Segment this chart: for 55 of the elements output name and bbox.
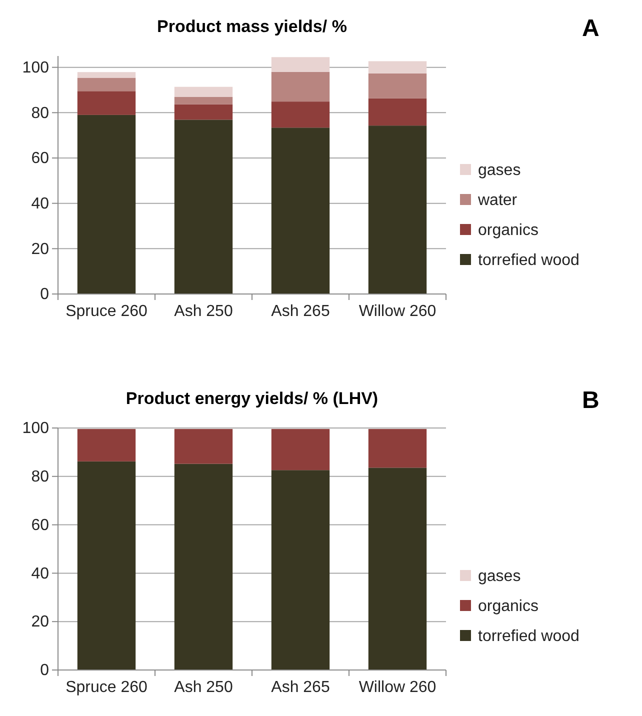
- y-tick-label: 0: [40, 662, 50, 680]
- y-tick-label: 60: [31, 516, 50, 534]
- x-tick-label: Spruce 260: [66, 303, 148, 320]
- text: B: [582, 387, 600, 414]
- bar: [77, 91, 136, 115]
- x-tick-label: Ash 250: [174, 679, 233, 696]
- y-tick-label: 100: [22, 59, 50, 76]
- x-tick-label: Spruce 260: [66, 679, 148, 696]
- legend-label: organics: [478, 222, 538, 239]
- bar: [368, 126, 427, 294]
- bar: [271, 57, 330, 72]
- legend-label: organics: [478, 598, 538, 615]
- bar: [174, 120, 233, 294]
- x-tick-label: Ash 265: [271, 303, 330, 320]
- y-tick-label: 40: [31, 565, 50, 582]
- x-tick-label: Ash 250: [174, 303, 233, 320]
- legend-label: gases: [478, 162, 521, 179]
- bar: [368, 98, 427, 126]
- chart-title: Product mass yields/ %: [157, 17, 347, 36]
- legend-label: water: [477, 192, 518, 209]
- bar: [368, 468, 427, 670]
- x-tick-label: Willow 260: [358, 679, 436, 696]
- y-tick-label: 20: [31, 614, 50, 631]
- bar: [77, 114, 136, 294]
- y-tick-label: 0: [40, 286, 50, 304]
- bar: [174, 104, 233, 120]
- bar: [271, 102, 330, 128]
- bar: [271, 428, 330, 470]
- bar: [368, 73, 427, 98]
- y-tick-label: 100: [22, 420, 50, 438]
- bar: [271, 72, 330, 102]
- text: A: [582, 15, 600, 42]
- legend-label: gases: [478, 568, 521, 585]
- bar: [174, 428, 233, 464]
- bar: [368, 61, 427, 74]
- bar: [174, 96, 233, 104]
- chart-title: Product energy yields/ % (LHV): [126, 389, 378, 408]
- legend-label: torrefied wood: [478, 628, 580, 645]
- legend-label: torrefied wood: [478, 252, 580, 269]
- bar: [174, 464, 233, 670]
- x-tick-label: Ash 265: [271, 679, 330, 696]
- y-tick-label: 80: [31, 468, 50, 486]
- bar: [77, 428, 136, 462]
- bar: [174, 86, 233, 97]
- y-tick-label: 40: [31, 195, 50, 212]
- bar: [77, 461, 136, 670]
- y-tick-label: 20: [31, 240, 50, 258]
- bar: [77, 72, 136, 78]
- y-tick-label: 80: [31, 104, 50, 122]
- x-tick-label: Willow 260: [358, 303, 436, 320]
- bar: [271, 128, 330, 294]
- y-tick-label: 60: [31, 150, 50, 168]
- bar: [368, 428, 427, 468]
- bar: [77, 78, 136, 92]
- bar: [271, 470, 330, 670]
